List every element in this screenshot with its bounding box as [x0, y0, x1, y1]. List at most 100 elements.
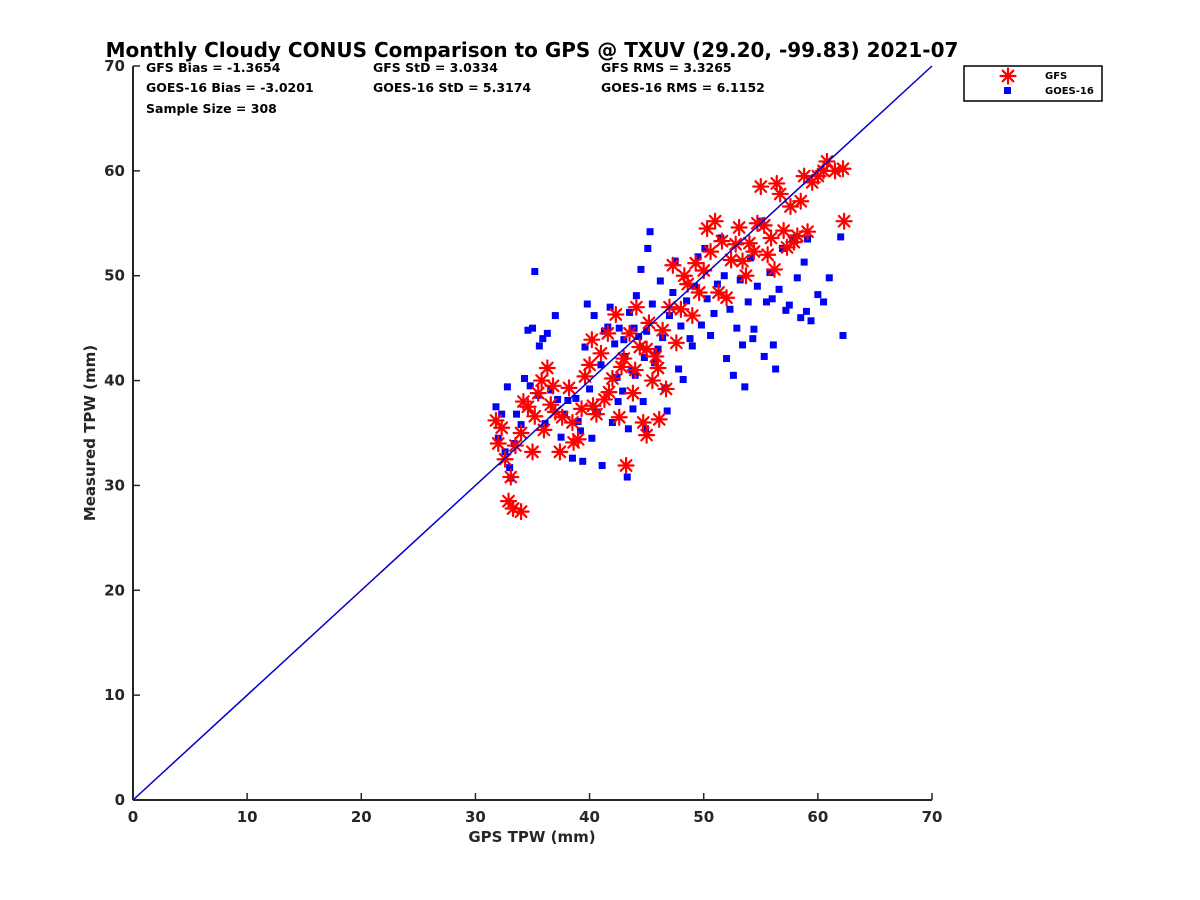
legend-goes-marker [1004, 87, 1011, 94]
goes-16-point [632, 292, 640, 300]
goes-16-point [741, 383, 749, 391]
gfs-point [603, 369, 622, 388]
y-tick-label: 60 [104, 162, 125, 180]
gfs-point [542, 396, 560, 414]
goes-16-point [686, 335, 694, 343]
gfs-point [792, 192, 810, 210]
gfs-point [610, 408, 628, 426]
y-tick-label: 70 [104, 57, 125, 75]
goes-16-point [547, 386, 555, 394]
goes-16-point [679, 376, 687, 384]
gfs-point [544, 377, 562, 395]
goes-16-point [782, 306, 790, 314]
goes-rms-stat: GOES-16 RMS = 6.1152 [601, 80, 765, 95]
goes-16-point [789, 234, 797, 242]
goes-16-point [583, 300, 591, 308]
goes-16-point [747, 254, 755, 262]
gfs-point [647, 347, 665, 366]
goes-16-point [597, 361, 605, 369]
goes-16-point [797, 314, 805, 322]
goes-16-point [606, 303, 614, 311]
gfs-point [580, 356, 599, 374]
goes-16-point [521, 374, 529, 382]
gfs-point [638, 426, 656, 444]
goes-16-point [707, 331, 715, 339]
gfs-point [592, 344, 610, 362]
stats-block: GFS Bias = -1.3654 GFS StD = 3.0334 GFS … [146, 60, 765, 116]
gfs-point [572, 400, 591, 418]
legend-gfs-label: GFS [1045, 71, 1067, 82]
gfs-point [599, 324, 617, 342]
goes-16-point [683, 297, 691, 305]
gfs-point [569, 430, 587, 448]
gfs-point [727, 235, 745, 253]
legend: GFS GOES-16 [963, 65, 1103, 102]
gfs-point [737, 267, 755, 285]
y-tick-label: 40 [104, 372, 125, 390]
goes-16-point [581, 343, 589, 351]
gfs-point [698, 219, 716, 238]
goes-16-point [579, 457, 587, 465]
goes-16-point [677, 322, 685, 330]
gfs-point [643, 371, 661, 390]
gfs-point [775, 222, 793, 240]
goes-16-point [717, 234, 725, 242]
goes-16-point [576, 427, 584, 435]
goes-16-point [703, 295, 711, 303]
gfs-point [523, 443, 542, 461]
gfs-point [765, 260, 784, 279]
goes-16-point [807, 317, 815, 325]
gfs-point [583, 331, 601, 349]
gfs-point [733, 252, 752, 270]
gfs-point [563, 413, 582, 432]
goes-16-point [513, 410, 521, 418]
gfs-point [526, 407, 544, 425]
goes-16-point [669, 288, 677, 296]
goes-16-point [535, 342, 543, 350]
goes-16-point [720, 272, 728, 280]
gfs-point [551, 443, 569, 461]
goes-16-point [635, 333, 643, 341]
gfs-point [626, 361, 644, 379]
goes-16-point [492, 403, 500, 411]
gfs-point [650, 410, 668, 428]
gfs-point [701, 242, 720, 261]
gfs-point [624, 384, 642, 402]
goes-16-point [688, 342, 696, 350]
goes-16-point [572, 394, 580, 402]
y-tick-label: 0 [115, 791, 125, 809]
goes-16-point [644, 244, 652, 252]
goes-16-points [492, 217, 847, 482]
gfs-point [771, 185, 789, 203]
goes-16-point [749, 335, 757, 343]
goes-16-point [775, 285, 783, 293]
goes-16-point [837, 233, 845, 241]
gfs-point [533, 371, 551, 390]
goes-16-point [772, 365, 780, 373]
goes-16-point [615, 324, 623, 332]
goes-16-point [814, 291, 822, 299]
goes-16-point [675, 365, 683, 373]
goes-16-point [503, 383, 511, 391]
gfs-point [667, 334, 685, 352]
goes-16-point [619, 387, 627, 395]
goes-16-point [671, 257, 679, 265]
tick-marks: 0 10 20 30 40 50 60 70 0 10 20 30 40 50 60 70 [104, 57, 942, 826]
goes-16-point [543, 329, 551, 337]
gfs-point [713, 232, 731, 250]
gfs-point [627, 298, 645, 316]
goes-16-point [726, 305, 734, 313]
gfs-point [717, 289, 736, 307]
goes-16-point [694, 253, 702, 261]
goes-16-point [750, 325, 758, 333]
goes-16-point [539, 335, 547, 343]
goes-16-point [753, 282, 761, 290]
goes-16-point [643, 327, 651, 335]
gfs-point [620, 324, 639, 342]
goes-16-point [541, 420, 549, 428]
gfs-point [502, 468, 520, 486]
goes-std-stat: GOES-16 StD = 5.3174 [373, 80, 531, 95]
goes-16-point [642, 425, 650, 433]
goes-16-point [623, 473, 631, 481]
goes-16-point [648, 300, 656, 308]
